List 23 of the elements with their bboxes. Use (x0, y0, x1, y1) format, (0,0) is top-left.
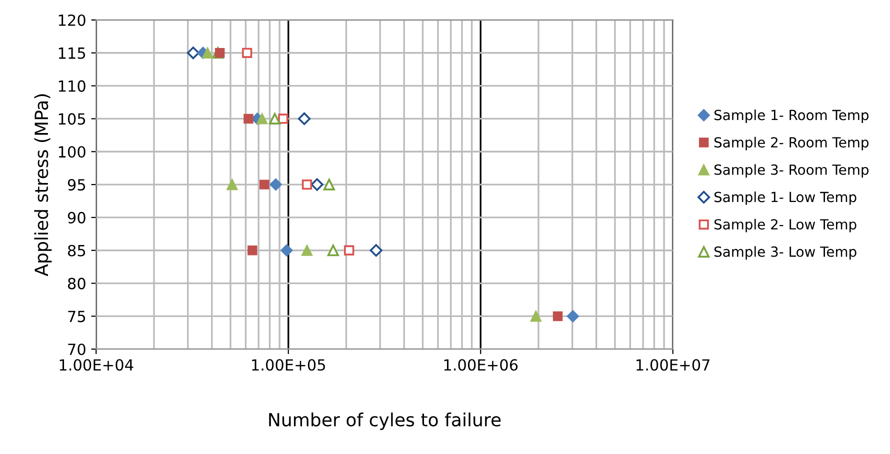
y-axis-title: Applied stress (MPa) (34, 94, 52, 276)
y-tick-label: 75 (68, 310, 86, 322)
y-tick-label: 115 (58, 48, 86, 59)
y-tick-label: 85 (68, 244, 86, 256)
legend-label: Sample 1- Room Temp (714, 110, 869, 123)
y-tick-label: 105 (58, 113, 86, 125)
y-tick-label: 100 (58, 146, 86, 158)
legend-label: Sample 1- Low Temp (714, 191, 856, 205)
legend-label: Sample 2- Room Temp (714, 136, 869, 150)
y-tick-label: 80 (68, 278, 86, 290)
x-tick-label: 1.00E+06 (444, 359, 518, 371)
x-tick-label: 1.00E+05 (252, 359, 325, 371)
legend-label: Sample 3- Room Temp (714, 164, 869, 178)
legend-label: Sample 3- Low Temp (714, 246, 856, 260)
x-axis-title: Number of cyles to failure (269, 412, 501, 430)
y-tick-label: 90 (68, 212, 86, 224)
y-tick-label: 95 (68, 179, 86, 191)
x-tick-label: 1.00E+04 (60, 359, 134, 371)
x-tick-label: 1.00E+07 (636, 359, 710, 371)
y-tick-label: 110 (58, 80, 86, 92)
y-tick-label: 70 (68, 344, 86, 356)
legend-label: Sample 2- Low Temp (714, 218, 856, 232)
y-tick-label: 120 (58, 14, 86, 26)
